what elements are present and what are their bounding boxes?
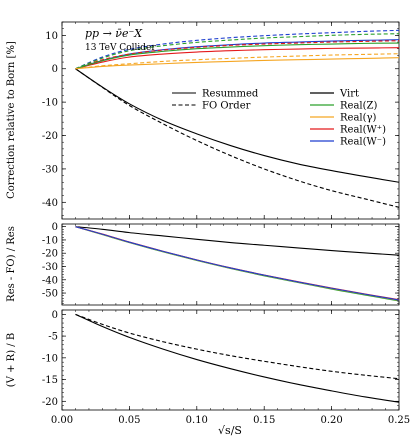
legend-label: Virt [339,89,359,100]
ytick-label: 10 [45,31,58,42]
xtick-label: 0.05 [118,415,140,426]
ytick-label: -30 [42,262,58,273]
series-line-real- [75,226,400,301]
ytick-label: -10 [42,98,58,109]
ytick-label: -40 [42,198,58,209]
series-line-resummed-resummed [75,313,400,403]
middle-panel-frame [61,223,400,306]
series-line-real-w- [75,226,400,301]
ytick-label: -20 [42,131,58,142]
ytick-label: -30 [42,164,58,175]
ytick-label: -20 [42,397,58,408]
series-line-real-z--resummed [75,42,400,70]
series-line-real-w--fo [75,29,400,70]
ytick-label: 0 [52,64,58,75]
series-line-virt [75,226,400,256]
xtick-label: 0.10 [186,415,208,426]
series-line-real-z- [75,226,400,302]
ytick-label: -10 [42,353,58,364]
legend-label: FO Order [202,101,251,112]
ytick-label: 0 [52,310,58,321]
series-line-real--resummed [75,57,400,70]
series-line-fo-order-fo [75,313,400,380]
top-ylabel: Correction relative to Born [%] [6,41,17,199]
ytick-label: -40 [42,275,58,286]
legend-label: Real(γ) [340,113,376,124]
middle-ylabel: Res - FO) / Res [6,226,17,302]
legend-label: Real(W⁺) [340,125,386,136]
series-line-real-z--fo [75,33,400,70]
series-line-real-w--resummed [75,47,400,70]
legend-label: Resummed [202,89,259,100]
bottom-ylabel: (V + R) / B [6,333,17,387]
xtick-label: 0.20 [320,415,342,426]
legend-label: Real(W⁻) [340,137,386,148]
legend-label: Real(Z) [340,101,377,112]
series-line-real-w- [75,226,400,301]
xtick-label: 0.25 [388,415,410,426]
x-axis-label: √s/S [218,424,242,437]
series-line-real-w--fo [75,40,400,70]
ytick-label: -20 [42,249,58,260]
xtick-label: 0.15 [253,415,275,426]
process-label: pp → ν̄e⁻X [85,27,143,40]
ytick-label: -50 [42,289,58,300]
ytick-label: -10 [42,235,58,246]
series-line-real--fo [75,53,400,70]
ytick-label: -15 [42,375,58,386]
series-line-virt-fo [75,68,400,208]
ytick-label: 0 [52,222,58,233]
ytick-label: -5 [48,332,58,343]
top-panel-frame [61,21,400,220]
bottom-panel-frame [61,309,400,411]
collider-label: 13 TeV Collider [85,43,156,53]
series-line-virt-resummed [75,68,400,183]
xtick-label: 0.00 [51,415,73,426]
